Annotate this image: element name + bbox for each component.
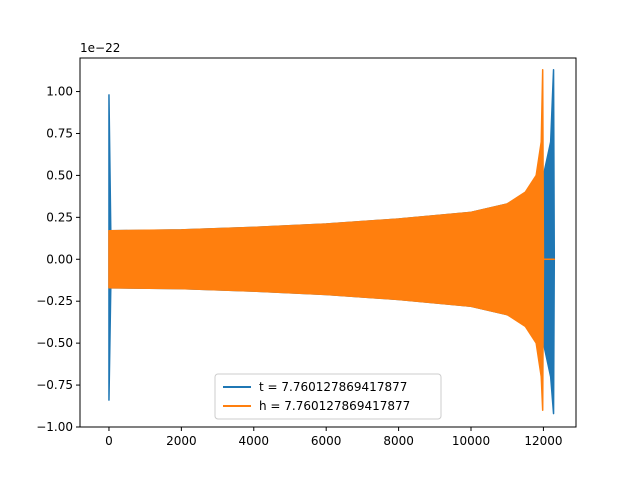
x-tick-label: 0 <box>105 434 113 448</box>
y-tick-label: −1.00 <box>36 420 73 434</box>
y-tick-label: −0.50 <box>36 336 73 350</box>
legend-box <box>214 373 442 420</box>
x-tick-label: 6000 <box>311 434 342 448</box>
x-tick-label: 10000 <box>452 434 490 448</box>
y-tick-label: 0.25 <box>46 210 73 224</box>
y-tick-label: 0.50 <box>46 168 73 182</box>
y-offset-label: 1e−22 <box>80 41 120 55</box>
legend: t = 7.760127869417877 h = 7.7601278694178… <box>214 373 442 420</box>
x-tick-label: 2000 <box>166 434 197 448</box>
x-tick-label: 12000 <box>524 434 562 448</box>
legend-label-1: t = 7.760127869417877 <box>259 380 407 394</box>
y-tick-label: −0.75 <box>36 378 73 392</box>
axes-frame <box>79 57 577 428</box>
y-tick-label: −0.25 <box>36 294 73 308</box>
y-tick-label: 0.75 <box>46 126 73 140</box>
x-axis: 0 2000 4000 6000 8000 10000 12000 <box>105 427 563 448</box>
x-tick-label: 4000 <box>239 434 270 448</box>
legend-label-2: h = 7.760127869417877 <box>259 399 410 413</box>
series-layer <box>108 68 556 415</box>
y-tick-label: 0.00 <box>46 252 73 266</box>
y-tick-label: 1.00 <box>46 85 73 99</box>
x-tick-label: 8000 <box>383 434 414 448</box>
y-axis: −1.00 −0.75 −0.50 −0.25 0.00 0.25 0.50 0.75 1.00 <box>36 85 80 434</box>
